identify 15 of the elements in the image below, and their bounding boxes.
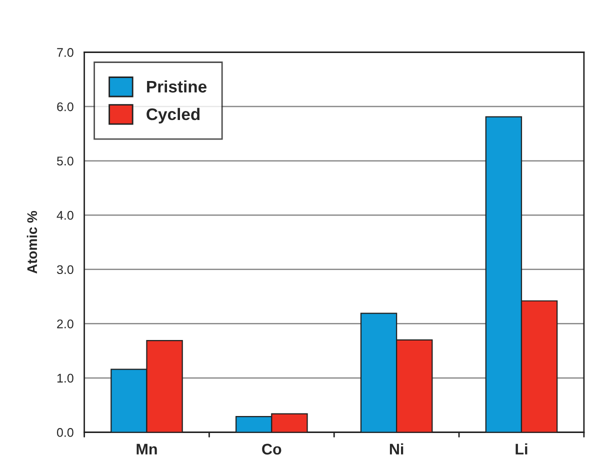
y-tick-label: 6.0 <box>57 102 74 112</box>
x-tick-label: Ni <box>390 443 404 454</box>
x-tick-label: Co <box>262 444 282 455</box>
y-tick-label: 2.0 <box>57 319 74 328</box>
y-tick-label: 7.0 <box>57 48 74 57</box>
y-tick-label: 5.0 <box>56 156 74 166</box>
legend-label: Cycled <box>146 108 200 124</box>
y-tick-label: 0.0 <box>56 428 74 437</box>
y-axis-title: Atomic % <box>26 210 38 274</box>
y-tick-label: 3.0 <box>56 265 74 274</box>
y-tick-label: 1.0 <box>57 374 74 383</box>
x-tick-label: Mn <box>136 444 157 454</box>
legend-label: Pristine <box>147 80 207 93</box>
x-tick-label: Li <box>516 443 528 454</box>
y-tick-label: 4.0 <box>56 210 74 220</box>
